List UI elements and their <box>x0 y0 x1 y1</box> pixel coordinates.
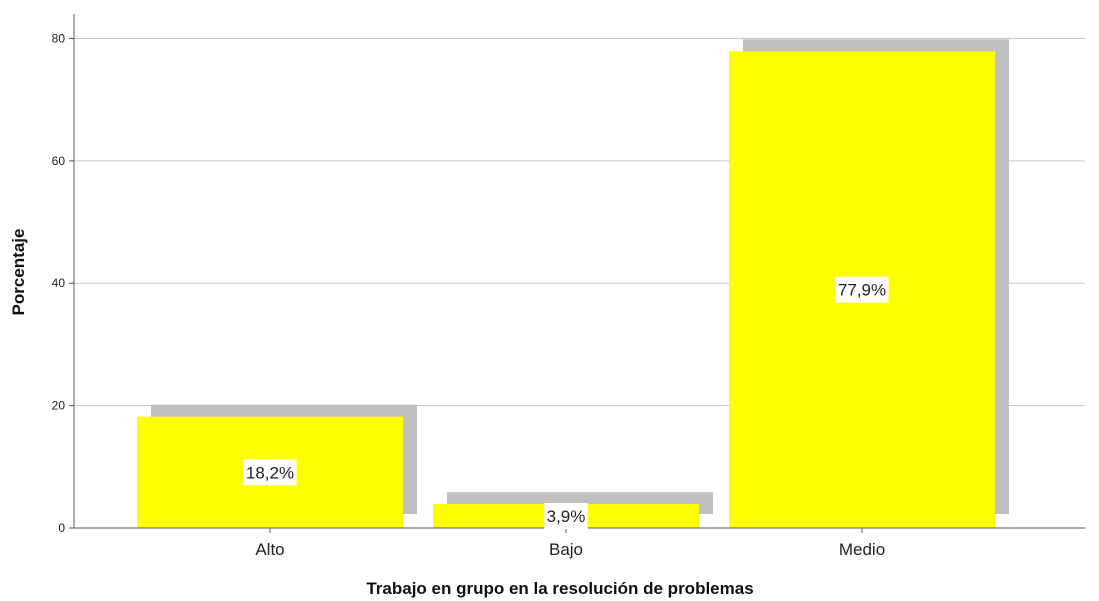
data-label: 77,9% <box>838 281 886 300</box>
x-tick-label: Bajo <box>549 540 583 559</box>
data-label-box <box>835 276 889 303</box>
data-label-box <box>243 459 297 486</box>
y-tick-label: 60 <box>52 154 66 168</box>
y-tick-label: 20 <box>52 399 66 413</box>
x-tick-labels: Alto Bajo Medio <box>255 528 885 559</box>
x-tick-label: Alto <box>255 540 284 559</box>
data-label: 3,9% <box>547 507 586 526</box>
y-tick-label: 80 <box>52 31 66 45</box>
y-axis-title: Porcentaje <box>9 229 28 316</box>
data-label: 18,2% <box>246 463 294 482</box>
x-tick-label: Medio <box>839 540 885 559</box>
y-tick-labels: 0 20 40 60 80 <box>52 31 74 535</box>
data-label-box <box>544 503 588 530</box>
y-tick-label: 40 <box>52 276 66 290</box>
bars <box>137 51 995 528</box>
x-axis-title: Trabajo en grupo en la resolución de pro… <box>366 579 753 598</box>
y-tick-label: 0 <box>58 521 65 535</box>
data-labels: 18,2% 3,9% 77,9% <box>243 276 889 530</box>
